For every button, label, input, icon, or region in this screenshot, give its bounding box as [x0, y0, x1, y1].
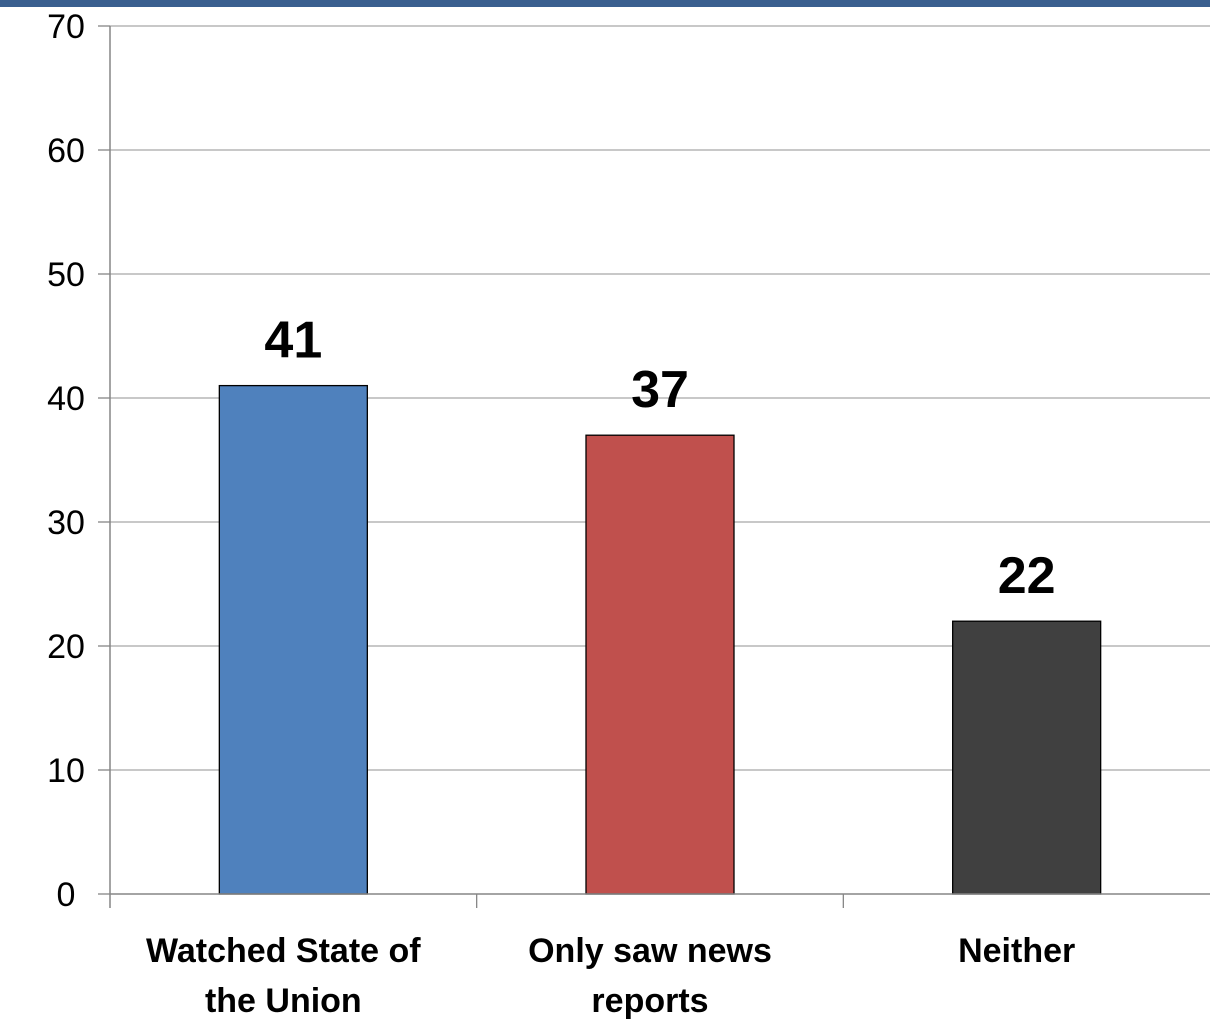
bar — [585, 434, 735, 895]
x-category-label-line: Watched State of — [146, 932, 421, 970]
y-tick-label: 0 — [57, 876, 76, 914]
x-category-label-line: Only saw news — [528, 932, 772, 970]
data-labels: 41 37 22 — [264, 312, 1055, 606]
top-accent-band — [0, 0, 1210, 7]
y-tick-label: 10 — [47, 752, 85, 790]
y-tick-label: 70 — [47, 8, 85, 46]
y-tick-label: 50 — [47, 256, 85, 294]
y-axis-ticks: 0 10 20 30 40 50 60 70 — [47, 8, 110, 914]
x-category-label: Neither — [958, 932, 1075, 970]
y-tick-label: 60 — [47, 132, 85, 170]
x-category-label: Only saw news reports — [528, 932, 772, 1020]
bars — [218, 384, 1102, 895]
axes — [109, 26, 1210, 908]
data-label: 37 — [631, 361, 689, 419]
bar — [218, 384, 368, 895]
y-tick-label: 30 — [47, 504, 85, 542]
x-category-label-line: the Union — [205, 982, 362, 1020]
data-label: 22 — [998, 547, 1056, 605]
x-category-label-line: reports — [591, 982, 708, 1020]
x-axis-categories: Watched State of the Union Only saw news re… — [146, 932, 1075, 1020]
y-tick-label: 40 — [47, 380, 85, 418]
x-category-label-line: Neither — [958, 932, 1075, 970]
data-label: 41 — [264, 312, 322, 370]
y-tick-label: 20 — [47, 628, 85, 666]
x-category-label: Watched State of the Union — [146, 932, 421, 1020]
bar — [952, 620, 1102, 895]
